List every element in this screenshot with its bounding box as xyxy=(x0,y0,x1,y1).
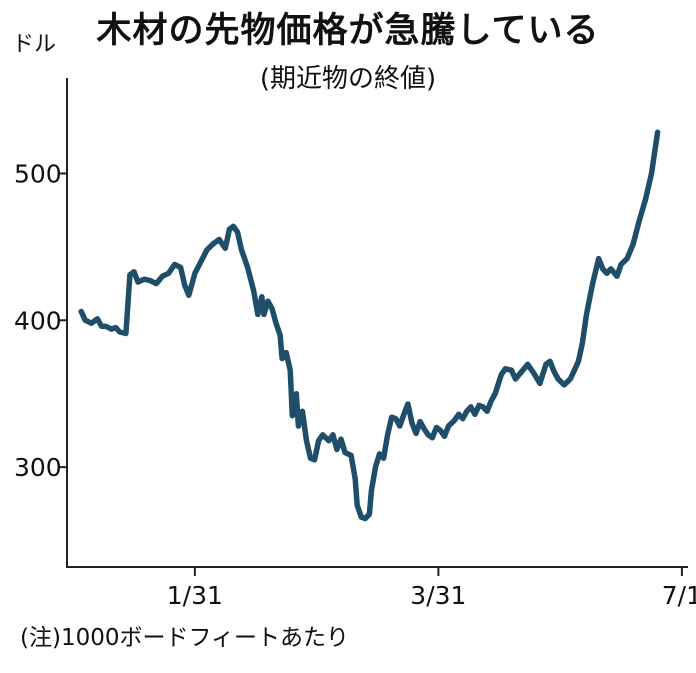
y-tick-label: 500 xyxy=(14,159,62,188)
y-ticks: 300 400 500 xyxy=(14,159,67,482)
y-unit-label: ドル xyxy=(12,32,57,57)
y-tick-label: 300 xyxy=(14,453,62,482)
x-ticks: 1/31 3/31 7/1 xyxy=(167,567,696,610)
price-line xyxy=(78,129,661,522)
footnote: (注)1000ボードフィートあたり xyxy=(20,625,350,651)
chart-subtitle: (期近物の終値) xyxy=(259,64,437,94)
x-tick-label: 7/1 xyxy=(662,581,696,610)
x-tick-label: 1/31 xyxy=(167,581,223,610)
y-tick-label: 400 xyxy=(14,306,62,335)
chart-title: 木材の先物価格が急騰している xyxy=(96,11,600,51)
x-tick-label: 3/31 xyxy=(410,581,466,610)
